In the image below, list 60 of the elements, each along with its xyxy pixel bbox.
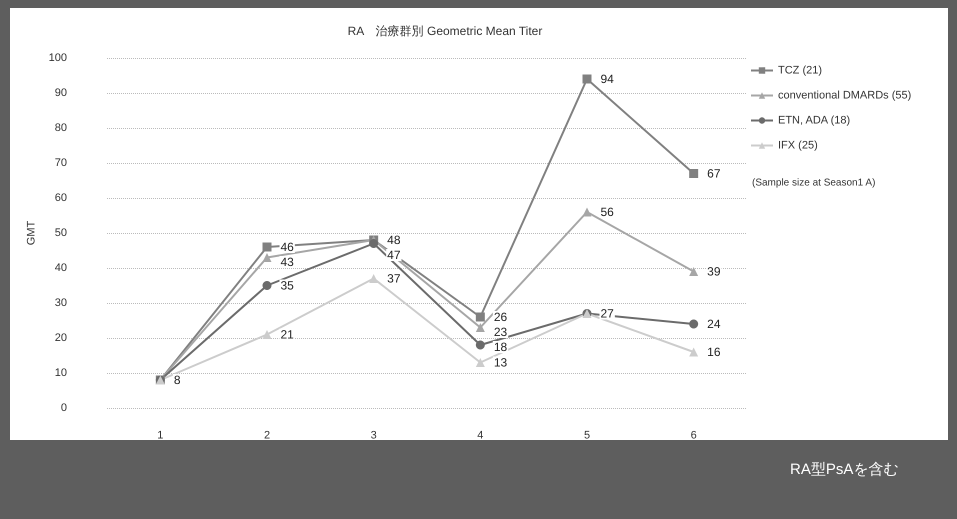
data-label: 47 [387, 248, 401, 262]
data-label: 35 [280, 278, 294, 292]
y-axis-title: GMT [26, 220, 38, 246]
y-tick-label: 70 [54, 157, 67, 169]
point [476, 312, 485, 322]
data-label: 67 [707, 166, 721, 180]
x-tick-label: 5 [584, 430, 590, 442]
chart-title: RA 治療群別 Geometric Mean Titer [348, 24, 542, 38]
point [369, 274, 378, 283]
y-tick-label: 80 [54, 122, 67, 134]
legend-label: ETN, ADA (18) [778, 114, 850, 126]
data-label: 56 [600, 205, 614, 219]
legend-label: TCZ (21) [778, 64, 822, 76]
point [476, 323, 485, 332]
point [689, 169, 698, 178]
y-tick-label: 90 [54, 87, 67, 99]
x-tick-label: 4 [477, 430, 484, 442]
legend-label: conventional DMARDs (55) [778, 90, 912, 102]
point [262, 242, 272, 252]
data-label: 43 [280, 255, 294, 269]
data-label: 48 [387, 233, 401, 247]
text: (Sample size at Season1 A) [752, 178, 876, 188]
y-tick-label: 50 [54, 227, 67, 239]
data-label: 18 [494, 340, 508, 354]
y-tick-label: 40 [54, 262, 67, 274]
x-tick-label: 3 [370, 430, 377, 442]
x-tick-label: 1 [157, 430, 164, 442]
point [582, 74, 592, 84]
y-tick-label: 0 [60, 402, 67, 414]
point [476, 358, 485, 367]
data-label: 24 [707, 317, 721, 331]
point [262, 330, 272, 339]
point [262, 253, 272, 262]
legend-label: IFX (25) [778, 140, 818, 152]
data-label: 46 [280, 240, 294, 254]
data-label: 21 [280, 328, 294, 342]
point [369, 239, 378, 248]
y-tick-label: 100 [48, 52, 67, 64]
data-label: 27 [600, 306, 614, 320]
y-tick-label: 10 [54, 367, 67, 379]
point [262, 281, 272, 290]
point [582, 208, 592, 216]
y-tick-label: 30 [54, 297, 67, 309]
data-label: 8 [174, 373, 181, 387]
data-label: 94 [600, 72, 614, 86]
data-label: 26 [494, 310, 508, 324]
data-label: 13 [494, 356, 508, 370]
text: RA型PsAを含む [790, 461, 898, 478]
point [689, 348, 698, 356]
y-tick-label: 20 [54, 332, 67, 344]
x-tick-label: 6 [690, 430, 697, 442]
data-label: 39 [707, 264, 721, 278]
data-label: 16 [707, 345, 721, 359]
x-tick-label: 2 [264, 430, 270, 442]
data-label: 23 [494, 325, 508, 339]
point [476, 340, 485, 350]
y-tick-label: 60 [54, 192, 67, 204]
data-label: 37 [387, 272, 401, 286]
point [689, 267, 698, 276]
point [689, 320, 698, 328]
